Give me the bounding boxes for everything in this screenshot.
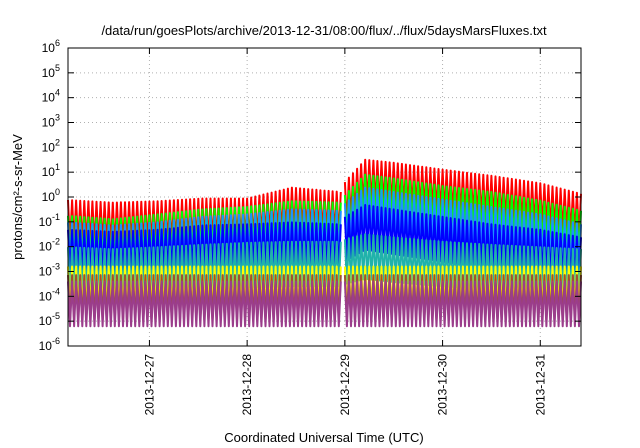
y-tick-label: 10-6 xyxy=(39,336,60,353)
y-tick-label: 105 xyxy=(42,63,60,80)
y-tick-label: 10-1 xyxy=(39,212,60,229)
y-axis-label: protons/cm²-s-sr-MeV xyxy=(10,134,25,260)
y-tick-label: 106 xyxy=(42,38,60,55)
y-tick-label: 104 xyxy=(42,88,60,105)
x-tick-label: 2013-12-30 xyxy=(436,354,450,416)
y-tick-label: 10-3 xyxy=(39,262,60,279)
x-tick-label: 2013-12-27 xyxy=(142,354,156,416)
x-tick-label: 2013-12-29 xyxy=(338,354,352,416)
x-axis: 2013-12-27 2013-12-28 2013-12-29 2013-12-30… xyxy=(142,48,547,415)
x-tick-label: 2013-12-31 xyxy=(533,354,547,416)
y-tick-label: 102 xyxy=(42,137,60,154)
y-tick-label: 100 xyxy=(42,187,60,204)
y-tick-label: 10-5 xyxy=(39,311,60,328)
y-tick-label: 10-4 xyxy=(39,286,60,303)
y-tick-label: 103 xyxy=(42,113,60,130)
chart-title: /data/run/goesPlots/archive/2013-12-31/0… xyxy=(101,23,547,38)
y-tick-label: 10-2 xyxy=(39,237,60,254)
flux-series-8 xyxy=(343,280,582,328)
x-axis-label: Coordinated Universal Time (UTC) xyxy=(224,430,423,445)
series-layer xyxy=(67,158,582,328)
flux-series-8 xyxy=(67,280,342,328)
x-tick-label: 2013-12-28 xyxy=(240,354,254,416)
y-tick-label: 101 xyxy=(42,162,60,179)
